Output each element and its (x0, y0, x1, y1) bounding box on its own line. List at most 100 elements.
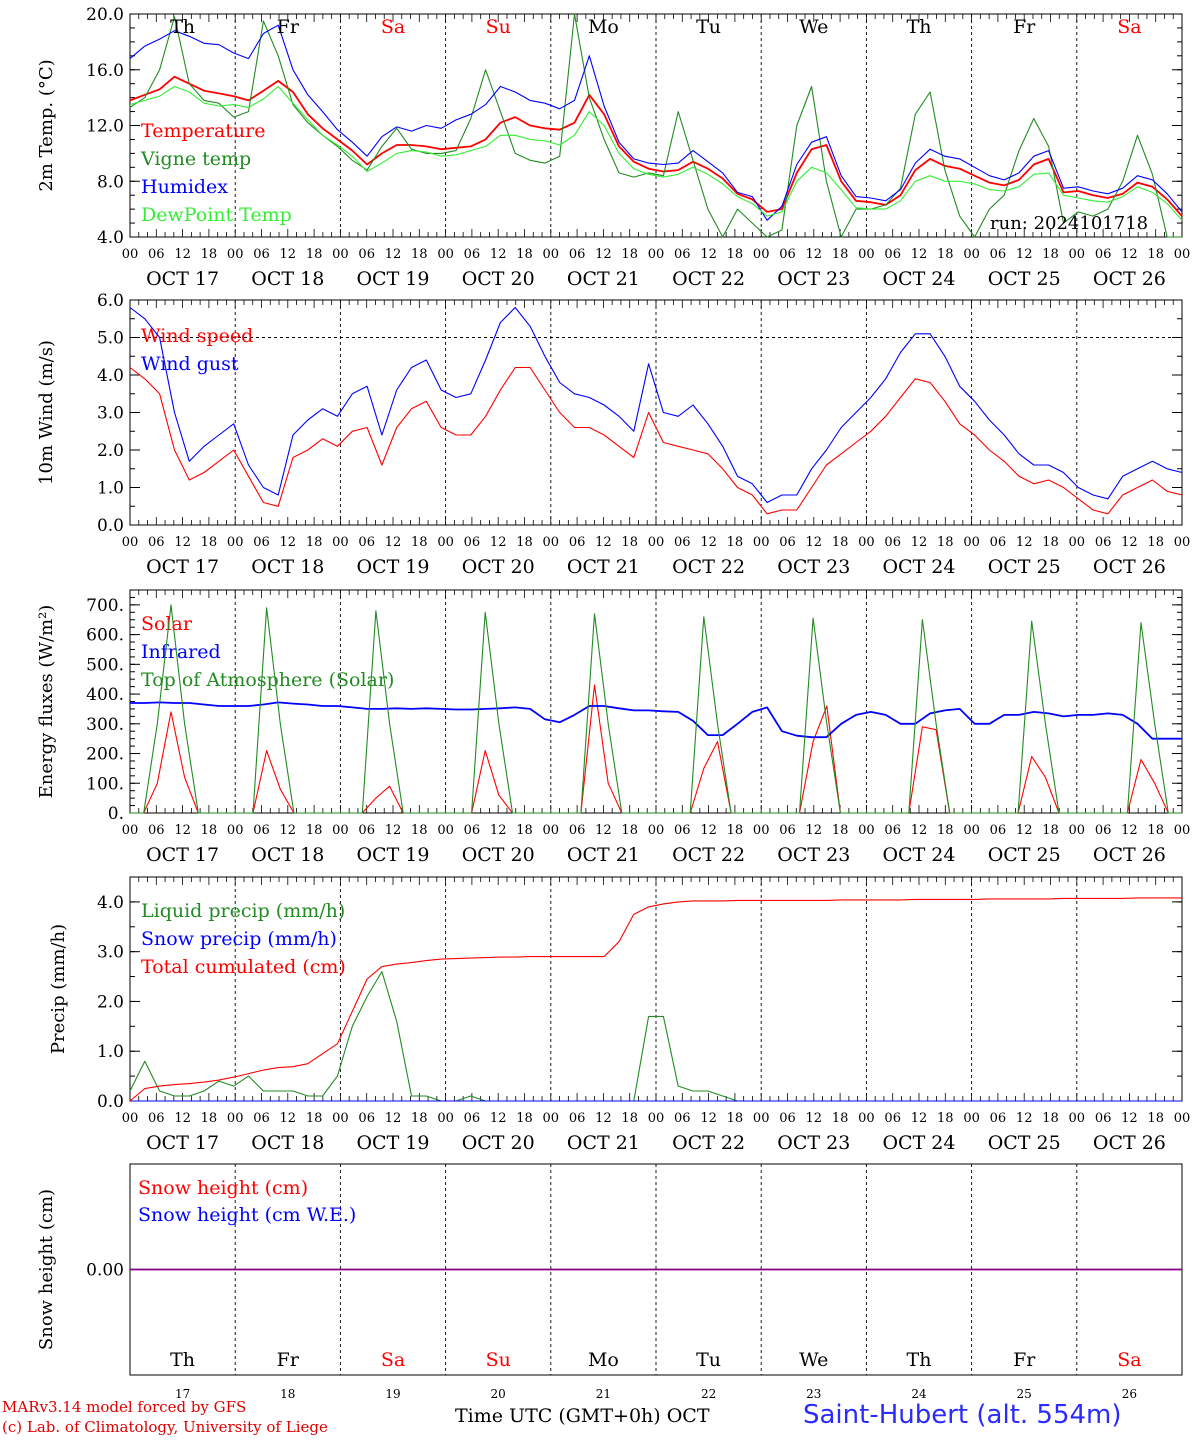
weekday-label-top: Fr (277, 16, 300, 38)
hour-label: 06 (1095, 535, 1112, 550)
hour-label: 00 (1069, 1111, 1086, 1126)
day-number-label: 22 (701, 1387, 716, 1401)
date-label: OCT 22 (672, 1132, 745, 1154)
hour-label: 06 (464, 535, 481, 550)
weekday-label-top: Su (486, 16, 511, 38)
hour-label: 06 (148, 823, 165, 838)
hour-label: 00 (648, 247, 665, 262)
hour-label: 06 (358, 823, 375, 838)
weekday-label-bottom: Mo (588, 1349, 619, 1371)
series-line-1-4 (129, 85, 1183, 221)
hour-label: 00 (648, 535, 665, 550)
hour-label: 06 (674, 247, 691, 262)
hour-label: 06 (884, 1111, 901, 1126)
hour-label: 00 (858, 247, 875, 262)
y-axis-label: Precip (mm/h) (48, 924, 69, 1054)
y-tick-label: 700. (86, 596, 124, 616)
hour-label: 00 (543, 1111, 560, 1126)
panel-1: 4.0 8.0 12.0 16.0 20.0 2m Temp. (°C) Temperatu… (36, 5, 1190, 290)
hour-label: 12 (1121, 1111, 1138, 1126)
hour-label: 12 (280, 823, 297, 838)
y-tick-label: 3.0 (97, 404, 124, 424)
weekday-label-top: Mo (588, 16, 619, 38)
hour-label: 00 (332, 535, 349, 550)
day-number-label: 19 (385, 1387, 400, 1401)
legend-entry: Total cumulated (cm) (141, 956, 346, 978)
hour-label: 12 (1016, 1111, 1033, 1126)
date-label: OCT 19 (356, 1132, 429, 1154)
hour-label: 00 (963, 1111, 980, 1126)
hour-label: 18 (1147, 535, 1164, 550)
hour-label: 18 (516, 247, 533, 262)
hour-label: 06 (148, 247, 165, 262)
hour-label: 06 (1095, 823, 1112, 838)
legend-entry: Snow height (cm) (138, 1177, 308, 1199)
hour-label: 18 (201, 535, 218, 550)
station-name: Saint-Hubert (alt. 554m) (803, 1400, 1122, 1430)
y-axis-label: 2m Temp. (°C) (36, 59, 57, 191)
hour-label: 06 (1095, 1111, 1112, 1126)
hour-label: 12 (700, 1111, 717, 1126)
day-number-label: 21 (596, 1387, 611, 1401)
y-tick-label: 200. (86, 745, 124, 765)
date-label: OCT 19 (356, 844, 429, 866)
hour-label: 18 (937, 247, 954, 262)
panel-5: 0.00 Snow height (cm) Snow height (cm) Snow… (36, 1163, 1183, 1376)
y-tick-label: 0.0 (97, 516, 124, 536)
series-line-4-3 (129, 897, 1182, 1102)
legend-entry: Solar (141, 613, 193, 635)
hour-label: 18 (727, 823, 744, 838)
hour-label: 12 (911, 535, 928, 550)
hour-label: 12 (174, 1111, 191, 1126)
hour-label: 12 (385, 535, 402, 550)
date-label: OCT 17 (146, 844, 219, 866)
hour-label: 00 (858, 1111, 875, 1126)
weekday-label-bottom: Th (170, 1349, 195, 1371)
hour-label: 12 (490, 247, 507, 262)
weekday-label-top: Th (170, 16, 195, 38)
hour-label: 18 (1042, 1111, 1059, 1126)
hour-label: 12 (1121, 247, 1138, 262)
hour-label: 12 (280, 1111, 297, 1126)
weekday-label-bottom: Su (486, 1349, 511, 1371)
legend-entry: Wind gust (141, 353, 239, 375)
series-line-1-2 (129, 13, 1182, 238)
hour-label: 18 (306, 823, 323, 838)
y-tick-label: 4.0 (97, 228, 124, 248)
hour-label: 00 (122, 247, 139, 262)
y-tick-label: 2.0 (97, 441, 124, 461)
hour-label: 18 (306, 1111, 323, 1126)
y-tick-label: 300. (86, 715, 124, 735)
hour-label: 12 (1016, 247, 1033, 262)
hour-label: 18 (621, 1111, 638, 1126)
y-tick-label: 1.0 (97, 1042, 124, 1062)
hour-label: 18 (937, 823, 954, 838)
hour-label: 00 (437, 823, 454, 838)
hour-label: 06 (1095, 247, 1112, 262)
weekday-label-top: We (799, 16, 828, 38)
hour-label: 06 (779, 247, 796, 262)
hour-label: 00 (648, 823, 665, 838)
hour-label: 18 (411, 1111, 428, 1126)
hour-label: 00 (858, 823, 875, 838)
day-number-label: 18 (280, 1387, 295, 1401)
hour-label: 18 (1042, 535, 1059, 550)
hour-label: 00 (1069, 823, 1086, 838)
hour-label: 00 (1174, 1111, 1191, 1126)
hour-label: 18 (727, 535, 744, 550)
weekday-label-top: Sa (381, 16, 405, 38)
hour-label: 18 (411, 823, 428, 838)
hour-label: 06 (464, 823, 481, 838)
date-label: OCT 19 (356, 268, 429, 290)
hour-label: 00 (753, 247, 770, 262)
day-number-label: 20 (491, 1387, 506, 1401)
date-label: OCT 20 (462, 844, 535, 866)
weekday-label-top: Sa (1117, 16, 1141, 38)
hour-label: 00 (963, 535, 980, 550)
date-label: OCT 26 (1093, 556, 1166, 578)
weekday-label-bottom: Fr (1013, 1349, 1036, 1371)
date-label: OCT 23 (777, 844, 850, 866)
date-label: OCT 23 (777, 556, 850, 578)
series-line-1-1 (129, 75, 1183, 217)
